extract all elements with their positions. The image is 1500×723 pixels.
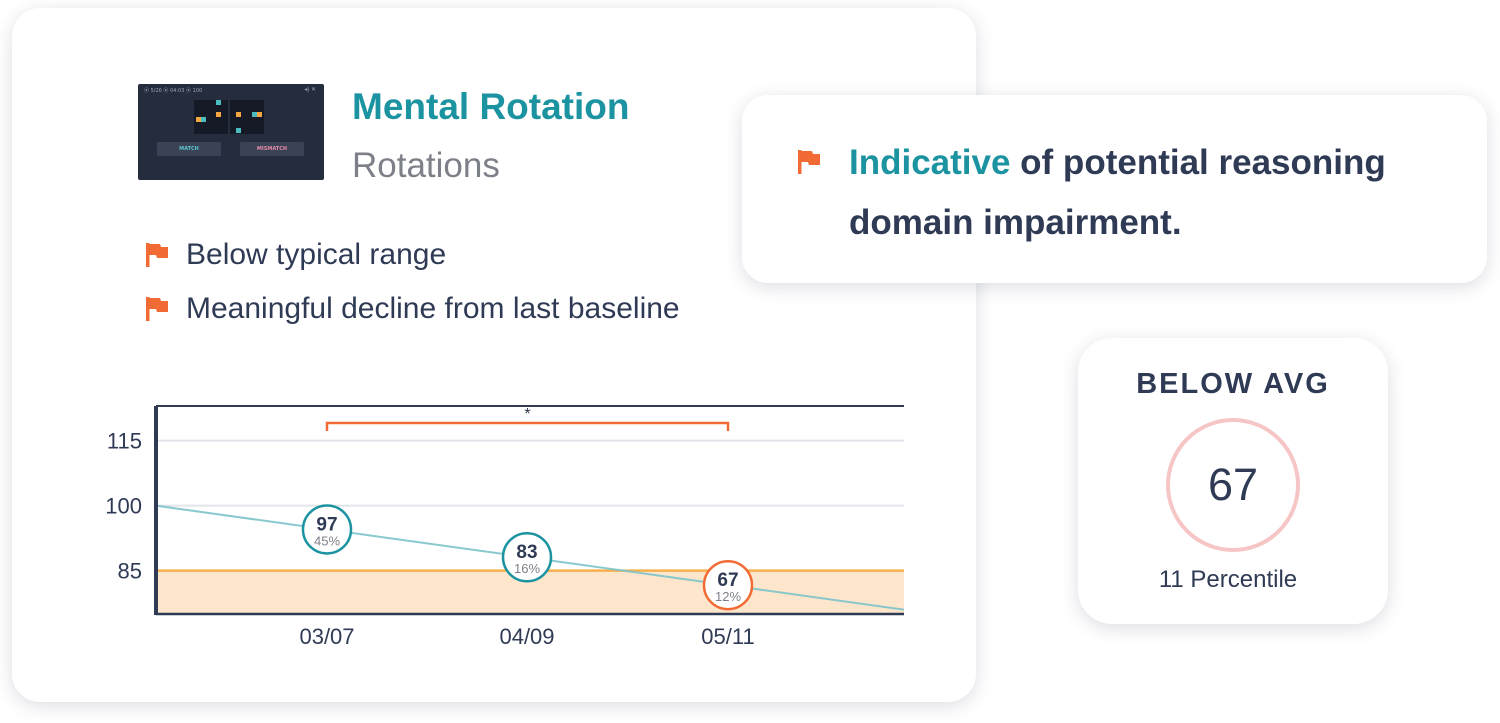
score-percentile: 11 Percentile	[1158, 566, 1298, 593]
y-tick-label: 85	[118, 559, 142, 584]
callout-rest: of potential reasoning domain impairment…	[849, 143, 1386, 242]
test-thumbnail[interactable]: ⦿ 5/26 ⦿ 04:03 ⦿ 100 ◂) ✕ MATCH MISMATCH	[138, 84, 324, 180]
callout-text: Indicative of potential reasoning domain…	[849, 133, 1469, 253]
thumbnail-mismatch-button: MISMATCH	[240, 142, 304, 156]
flag-item-decline: Meaningful decline from last baseline	[144, 292, 680, 326]
impairment-callout: Indicative of potential reasoning domain…	[742, 95, 1487, 283]
x-tick-label: 04/09	[499, 624, 554, 649]
y-tick-label: 115	[107, 429, 142, 454]
thumbnail-left-panel	[194, 100, 228, 134]
data-point-percent: 16%	[514, 561, 540, 576]
data-point-marker	[501, 531, 553, 583]
significance-label: *	[524, 406, 530, 423]
score-summary-card: BELOW AVG 67 11 Percentile	[1078, 338, 1388, 624]
data-point-marker	[702, 559, 754, 611]
test-title: Mental Rotation	[352, 86, 630, 127]
flag-icon	[798, 150, 820, 174]
test-subtitle: Rotations	[352, 146, 500, 185]
significance-bracket: *	[325, 406, 730, 431]
thumbnail-right-panel	[230, 100, 264, 134]
data-point-marker	[301, 504, 353, 555]
score-category-label: BELOW AVG	[1136, 368, 1330, 400]
thumbnail-match-button: MATCH	[157, 142, 221, 156]
data-point-score: 97	[316, 514, 337, 535]
flag-label: Below typical range	[186, 238, 447, 271]
flag-icon	[146, 243, 168, 267]
data-point-score: 67	[717, 570, 738, 591]
callout-highlight: Indicative	[849, 143, 1011, 182]
significance-bracket-line	[325, 421, 730, 431]
y-tick-labels: 115 100 85	[105, 429, 142, 584]
data-point-percent: 12%	[715, 589, 741, 604]
flag-label: Meaningful decline from last baseline	[186, 292, 680, 325]
x-tick-label: 03/07	[299, 624, 354, 649]
x-tick-label: 05/11	[701, 624, 754, 649]
flag-item-below-range: Below typical range	[144, 238, 446, 272]
thumbnail-stats: ⦿ 5/26 ⦿ 04:03 ⦿ 100	[144, 88, 203, 94]
flag-icon	[146, 297, 168, 321]
y-tick-label: 100	[105, 494, 142, 519]
x-tick-labels: 03/07 04/09 05/11	[299, 624, 754, 649]
data-point-score: 83	[516, 542, 537, 563]
data-point-percent: 45%	[314, 533, 340, 548]
score-ring: 67	[1166, 418, 1300, 552]
thumbnail-controls-icon: ◂) ✕	[304, 87, 316, 93]
score-value: 67	[1207, 459, 1259, 510]
